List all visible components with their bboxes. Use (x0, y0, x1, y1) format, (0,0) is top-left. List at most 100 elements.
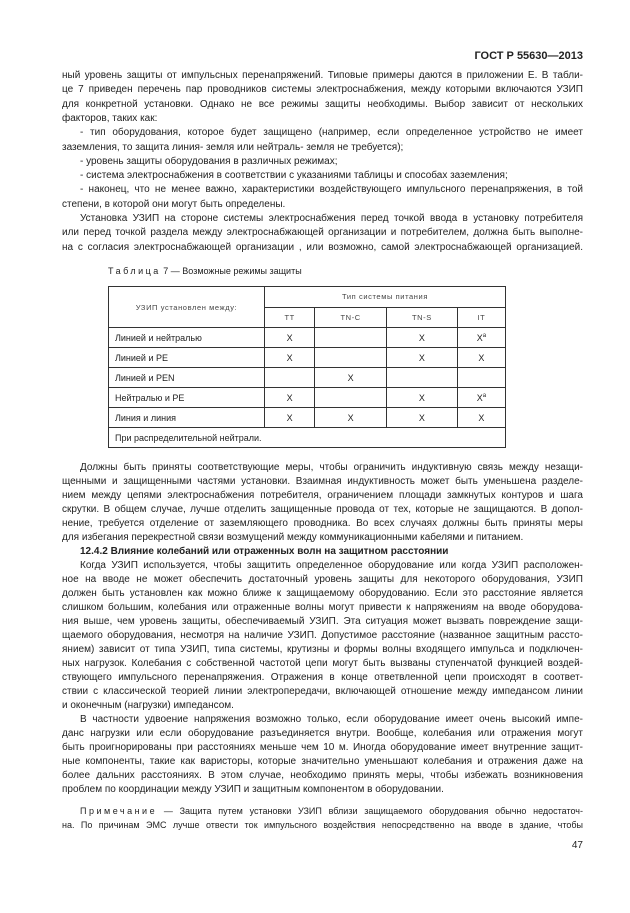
table-group-header: Тип системы питания (264, 286, 506, 308)
table-cell: X (314, 407, 388, 428)
protection-modes-table: УЗИП установлен между: Тип системы питан… (108, 286, 507, 448)
cell-mark: X (478, 412, 485, 423)
cell-mark: X (418, 412, 425, 423)
text-line: Установка УЗИП на стороне системы электр… (80, 213, 583, 224)
text-line: ное на вводе не может обеспечить достато… (62, 574, 583, 585)
section-heading: 12.4.2 Влияние колебаний или отраженных … (80, 546, 449, 557)
row-label: Линией и нейтралью (108, 327, 265, 348)
text-line: нение, требуется отделение от заземляюще… (62, 518, 583, 529)
text-line: щаемого оборудования, несмотря на наличи… (62, 630, 583, 641)
table-cell: Xa (456, 327, 507, 348)
page-number: 47 (571, 840, 583, 851)
document-standard-number: ГОСТ Р 55630—2013 (474, 50, 583, 62)
text-line: нием между цепями электроснабжения потре… (62, 490, 583, 501)
column-header: TT (263, 306, 316, 328)
text-line: Когда УЗИП используется, чтобы защитить … (80, 560, 583, 571)
footnote-ref: a (482, 392, 487, 399)
table-cell (314, 387, 388, 408)
table-corner-header: УЗИП установлен между: (108, 286, 265, 328)
table-cell: X (456, 407, 507, 428)
table-cell (263, 367, 316, 388)
table-cell (314, 327, 388, 348)
cell-mark: X (418, 332, 425, 343)
text-line: - система электроснабжения в соответстви… (80, 170, 508, 182)
note-text: — Защита путем установки УЗИП вблизи защ… (157, 806, 583, 816)
column-header: TN-C (314, 306, 388, 328)
text-line: Должны быть приняты соответствующие меры… (80, 462, 583, 473)
row-label: Нейтралью и PE (108, 387, 265, 408)
cell-mark: X (418, 392, 425, 403)
text-line: факторов, таких как: (62, 112, 158, 124)
text-line: или перед точкой раздела между электросн… (62, 227, 583, 239)
text-line: ные компоненты, такие как варисторы, кот… (62, 756, 583, 767)
text-line: степени, в которой они могут быть опреде… (62, 198, 286, 210)
text-line: проблем по координации между УЗИП и защи… (62, 784, 444, 795)
table-cell: X (263, 347, 316, 368)
text-line: на с согласия электроснабжающей организа… (62, 241, 583, 253)
cell-mark: X (478, 352, 485, 363)
text-line: данс нагрузки или если оборудование разъ… (62, 728, 583, 739)
text-line: скрутки. В общем случае, лучше отделить … (62, 504, 583, 515)
text-line: должен быть установлен как можно ближе к… (62, 588, 583, 599)
column-header: IT (456, 306, 507, 328)
cell-mark: X (476, 332, 483, 343)
text-line: ный уровень защиты от импульсных перенап… (62, 70, 583, 81)
cell-mark: X (476, 392, 483, 403)
table-row: Нейтралью и PE X X Xa (108, 387, 507, 408)
table-cell: X (314, 367, 388, 388)
cell-mark: X (347, 412, 354, 423)
cell-mark: X (286, 332, 293, 343)
text-line: це 7 приведен перечень пар проводников с… (62, 84, 583, 96)
table-cell: X (263, 387, 316, 408)
table-row: Линией и PE X X X (108, 347, 507, 368)
table-cell (386, 367, 458, 388)
table-footnote: При распределительной нейтрали. (108, 427, 506, 448)
table-cell: X (263, 407, 316, 428)
table-caption: Таблица 7 — Возможные режимы защиты (108, 266, 302, 276)
table-cell: Xa (456, 387, 507, 408)
text-line: более дальних расстояниях. В этом случае… (62, 770, 583, 781)
table-row: Линией и PEN X (108, 367, 507, 388)
row-label: Линия и линия (108, 407, 265, 428)
cell-mark: X (286, 352, 293, 363)
row-label: Линией и PEN (108, 367, 265, 388)
cell-mark: X (347, 372, 354, 383)
table-cell: X (263, 327, 316, 348)
note-label: Примечание (80, 806, 158, 816)
text-line: ния выше, чем уровень защиты, обеспечива… (62, 616, 583, 627)
cell-mark: X (286, 412, 293, 423)
text-line: быть проигнорированы при расстояниях мен… (62, 742, 583, 753)
table-row: Линией и нейтралью X X Xa (108, 327, 507, 348)
text-line: щенными и защищенными частями установки.… (62, 476, 583, 487)
text-line: для избегания перекрестной связи возмуще… (62, 532, 524, 543)
text-line: ствующего импульсного перенапряжения. От… (62, 672, 583, 683)
cell-mark: X (286, 392, 293, 403)
table-cell (314, 347, 388, 368)
text-line: ствии с классической теорией линии элект… (62, 686, 583, 697)
table-caption-title: 7 — Возможные режимы защиты (160, 266, 302, 276)
text-line: - тип оборудования, которое будет защище… (80, 127, 583, 139)
table-cell: X (456, 347, 507, 368)
table-cell: X (386, 407, 458, 428)
table-cell: X (386, 387, 458, 408)
note-line-2: на. По причинам ЭМС лучше отвести ток им… (62, 820, 583, 830)
text-line: янием) зависит от типа УЗИП, типа систем… (62, 644, 583, 655)
column-header: TN-S (386, 306, 458, 328)
text-line: заземления, то защита линия- земля или н… (62, 141, 404, 153)
text-line: В частности удвоение напряжения возможно… (80, 714, 583, 725)
text-line: ных нагрузок. Колебания с собственной ча… (62, 658, 583, 669)
text-line: и оконечным (нагрузки) импедансом. (62, 700, 234, 711)
cell-mark: X (418, 352, 425, 363)
text-line: слишком большим, колебания или отраженны… (62, 602, 583, 613)
table-cell (456, 367, 507, 388)
note-line-1: Примечание — Защита путем установки УЗИП… (80, 805, 583, 817)
row-label: Линией и PE (108, 347, 265, 368)
text-line: - наконец, что не менее важно, характери… (80, 184, 583, 196)
text-line: для конкретной установки. Однако не все … (62, 98, 583, 110)
text-line: - уровень защиты оборудования в различны… (80, 155, 338, 167)
table-cell: X (386, 347, 458, 368)
table-cell: X (386, 327, 458, 348)
footnote-ref: a (482, 332, 487, 339)
table-caption-label: Таблица (108, 266, 161, 276)
table-row: Линия и линия X X X X (108, 407, 507, 428)
